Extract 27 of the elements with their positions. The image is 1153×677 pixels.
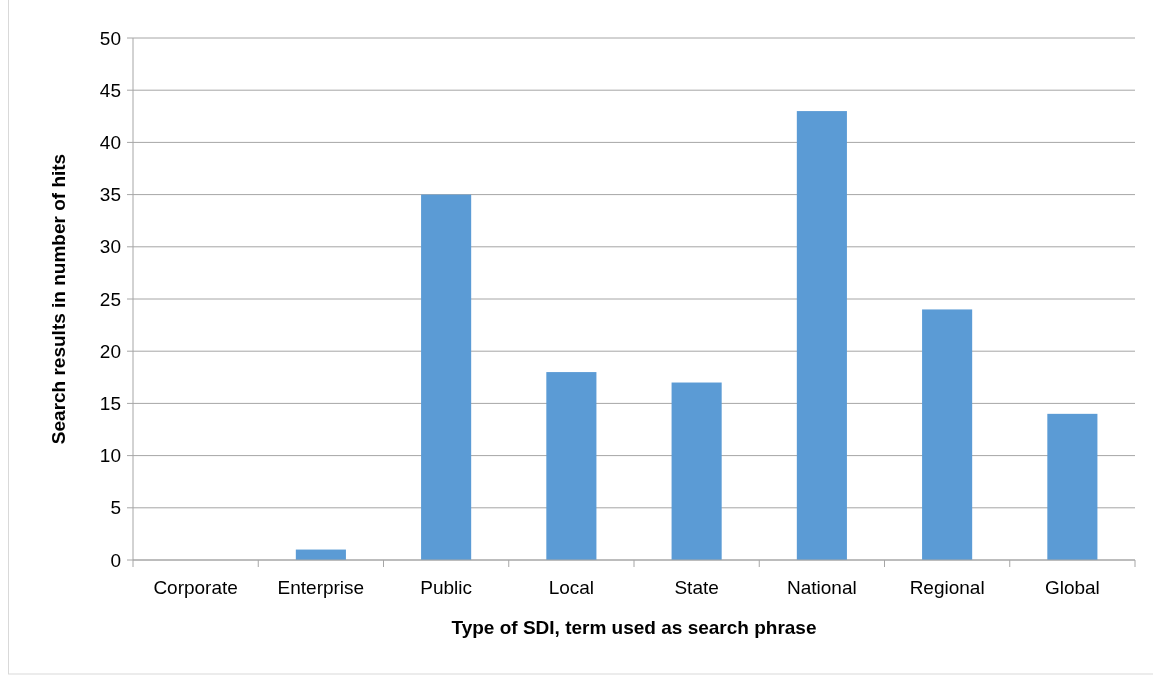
y-tick-label: 20 xyxy=(99,340,121,362)
y-tick-label: 10 xyxy=(99,445,121,467)
y-axis-title: Search results in number of hits xyxy=(48,153,69,445)
bar xyxy=(1047,413,1098,560)
bar xyxy=(671,382,722,560)
x-tick-label: State xyxy=(674,577,719,598)
x-tick-label: Corporate xyxy=(153,577,238,598)
y-tick-label: 30 xyxy=(99,236,121,258)
x-tick-label: Regional xyxy=(909,577,985,598)
y-tick-label: 50 xyxy=(99,27,121,49)
bar xyxy=(922,309,973,560)
x-axis-title: Type of SDI, term used as search phrase xyxy=(451,617,817,638)
y-tick-label: 15 xyxy=(99,393,121,415)
y-tick-label: 25 xyxy=(99,288,121,310)
x-tick-label: Enterprise xyxy=(277,577,365,598)
x-tick-label: Local xyxy=(548,577,595,598)
bar xyxy=(796,111,847,560)
y-tick-label: 0 xyxy=(110,549,121,571)
bar xyxy=(546,372,597,560)
bar xyxy=(421,194,472,560)
y-tick-label: 5 xyxy=(110,497,121,519)
y-tick-label: 45 xyxy=(99,79,121,101)
x-tick-label: Global xyxy=(1044,577,1100,598)
x-tick-label: Public xyxy=(420,577,472,598)
x-tick-label: National xyxy=(787,577,857,598)
y-tick-label: 35 xyxy=(99,184,121,206)
y-tick-label: 40 xyxy=(99,132,121,154)
